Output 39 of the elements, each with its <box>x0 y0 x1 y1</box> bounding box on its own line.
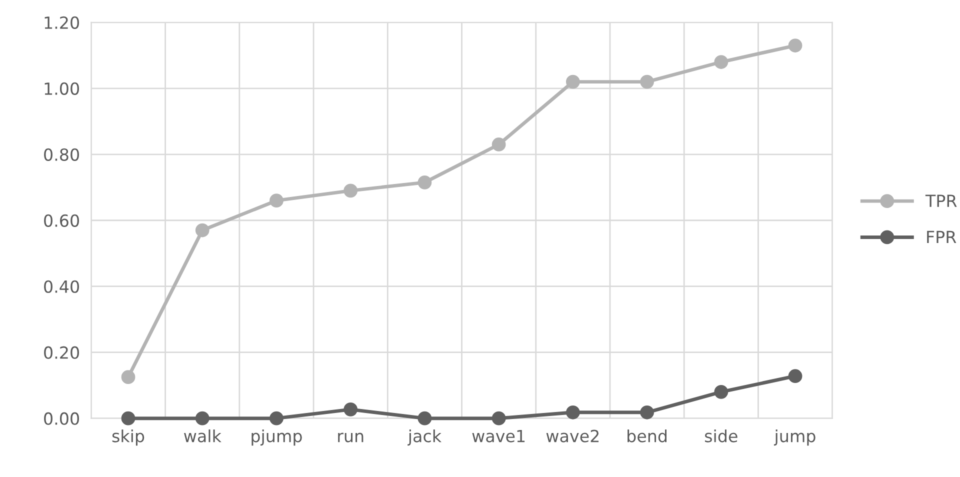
y-tick-label: 0.80 <box>44 148 79 161</box>
point <box>714 55 728 69</box>
x-tick-label: run <box>338 432 364 442</box>
x-tick-label: wave1 <box>472 430 525 442</box>
x-tick-label: jump <box>774 429 816 446</box>
point <box>640 74 654 89</box>
point <box>566 405 580 420</box>
legend-label: TPR <box>925 194 957 207</box>
point <box>788 38 802 52</box>
y-tick-label: 0.60 <box>44 214 79 227</box>
point <box>714 384 728 399</box>
x-tick-label: wave2 <box>546 430 599 442</box>
point <box>492 411 506 426</box>
y-tick-label: 0.40 <box>44 280 79 293</box>
point <box>418 411 432 426</box>
x-tick-label: jack <box>408 429 442 446</box>
legend-label: FPR <box>927 230 956 244</box>
x-tick-label: pjump <box>252 429 302 446</box>
point <box>344 184 358 198</box>
point <box>640 405 654 420</box>
x-tick-label: skip <box>112 429 144 446</box>
y-tick-label: 1.00 <box>44 82 79 95</box>
point <box>195 411 210 426</box>
point <box>121 370 136 384</box>
point <box>492 138 506 152</box>
point <box>121 411 136 426</box>
y-tick-label: 0.00 <box>44 412 79 425</box>
y-tick-label: 0.20 <box>44 346 79 359</box>
point <box>195 223 210 238</box>
x-tick-label: walk <box>184 429 222 442</box>
point <box>566 74 580 89</box>
point <box>270 411 284 426</box>
point <box>270 194 284 208</box>
point <box>344 402 358 416</box>
x-tick-label: bend <box>628 429 667 442</box>
y-tick-label: 1.20 <box>44 16 79 29</box>
point <box>418 175 432 190</box>
point <box>788 369 802 384</box>
x-tick-label: side <box>704 429 738 442</box>
